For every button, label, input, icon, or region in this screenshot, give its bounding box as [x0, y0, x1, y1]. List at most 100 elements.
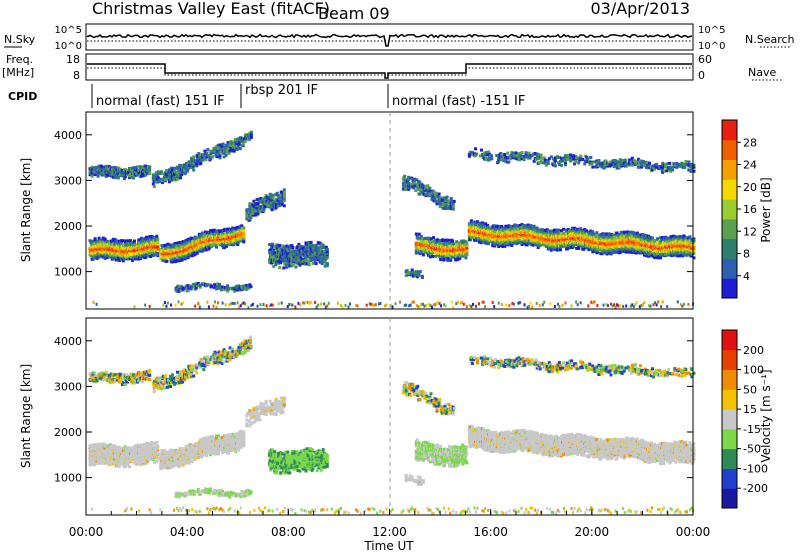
echo-cell [174, 243, 178, 247]
echo-cell [185, 162, 189, 166]
echo-cell [434, 238, 437, 242]
echo-cell [311, 261, 315, 265]
echo-cell [415, 235, 419, 239]
echo-cell [114, 166, 118, 170]
echo-cell [314, 262, 318, 266]
echo-cell [242, 228, 246, 232]
echo-cell [245, 212, 249, 216]
echo-cell [274, 203, 278, 207]
echo-cell [305, 262, 309, 266]
echo-cell [261, 206, 265, 210]
echo-cell [415, 251, 419, 255]
echo-cell [225, 244, 229, 248]
echo-cell [167, 168, 171, 172]
echo-cell [262, 207, 266, 211]
echo-cell [236, 243, 240, 246]
echo-cell [446, 253, 450, 257]
echo-cell [481, 240, 485, 244]
echo-cell [213, 285, 216, 289]
echo-cell [323, 258, 327, 262]
cpid-segment-2: rbsp 201 IF [245, 83, 318, 98]
echo-cell [204, 158, 208, 162]
echo-cell [432, 190, 436, 194]
echo-cell [435, 202, 439, 206]
echo-cell [190, 285, 194, 289]
cpid-segment-3: normal (fast) -151 IF [392, 94, 525, 109]
echo-cell [278, 203, 282, 207]
echo-cell [242, 232, 246, 236]
echo-cell [429, 255, 432, 259]
echo-cell [282, 204, 286, 208]
echo-cell [443, 242, 447, 246]
echo-cell [452, 255, 456, 259]
echo-cell [428, 189, 432, 193]
echo-cell [97, 164, 101, 168]
nsky-right-tick-low: 10^0 [698, 41, 725, 52]
echo-cell [179, 288, 183, 292]
echo-cell [171, 168, 174, 172]
echo-cell [298, 263, 302, 267]
echo-cell [149, 252, 153, 256]
echo-cell [233, 289, 237, 293]
echo-cell [263, 205, 267, 209]
echo-cell [100, 238, 104, 242]
echo-cell [424, 193, 428, 197]
echo-cell [245, 217, 249, 221]
echo-cell [282, 195, 286, 199]
echo-cell [271, 193, 275, 197]
echo-cell [221, 285, 225, 289]
echo-cell [441, 206, 445, 210]
echo-cell [173, 166, 176, 170]
echo-cell [252, 199, 256, 203]
echo-cell [151, 250, 155, 254]
echo-cell [447, 199, 451, 203]
echo-cell [249, 132, 253, 136]
echo-cell [279, 251, 283, 255]
echo-cell [198, 285, 202, 289]
echo-cell [197, 152, 201, 156]
echo-cell [248, 283, 252, 287]
echo-cell [170, 248, 174, 252]
nsky-tick-high: 10^5 [55, 25, 82, 36]
freq-frame [85, 53, 694, 81]
echo-cell [189, 287, 193, 291]
echo-cell [325, 248, 329, 251]
echo-cell [142, 174, 146, 178]
echo-cell [205, 283, 209, 287]
echo-cell [465, 246, 469, 250]
echo-cell [226, 148, 230, 152]
echo-cell [148, 168, 152, 172]
echo-cell [525, 243, 529, 247]
echo-cell [291, 248, 295, 251]
echo-cell [129, 172, 132, 176]
echo-cell [254, 211, 258, 215]
echo-cell [426, 186, 430, 190]
freq-tick-low: 8 [73, 69, 80, 82]
echo-cell [127, 171, 130, 175]
echo-cell [200, 231, 204, 235]
echo-cell [299, 256, 303, 260]
echo-cell [413, 183, 417, 187]
echo-cell [478, 237, 481, 241]
echo-cell [252, 211, 256, 215]
echo-cell [441, 198, 445, 202]
echo-cell [211, 155, 215, 159]
echo-cell [463, 251, 467, 255]
echo-cell [421, 253, 425, 257]
echo-cell [123, 175, 127, 179]
echo-cell [556, 228, 560, 232]
echo-cell [223, 150, 227, 154]
cpid-bar: CPID normal (fast) 151 IF rbsp 201 IF no… [8, 83, 525, 109]
echo-cell [152, 173, 156, 177]
echo-cell [302, 250, 306, 254]
echo-cell [105, 253, 109, 257]
echo-cell [115, 254, 119, 258]
echo-cell [321, 244, 325, 248]
echo-cell [233, 140, 237, 144]
echo-cell [222, 155, 226, 159]
echo-cell [470, 236, 474, 240]
echo-cell [117, 256, 121, 260]
freq-tick-high: 18 [66, 53, 80, 66]
echo-cell [419, 242, 423, 245]
